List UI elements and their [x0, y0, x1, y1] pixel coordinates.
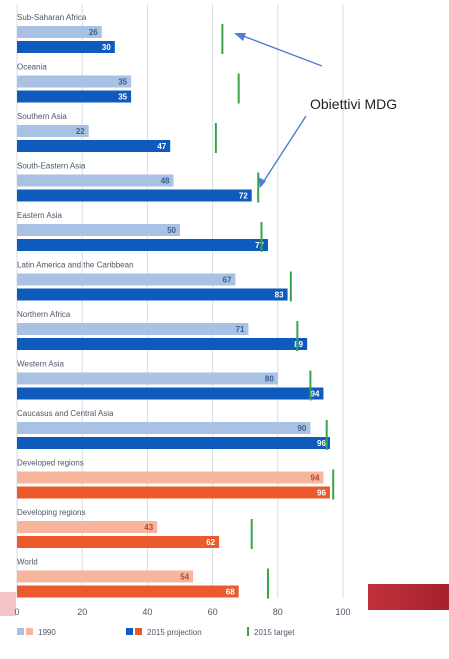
bar-2015-value: 89	[294, 340, 303, 349]
bar-1990-value: 22	[76, 127, 85, 136]
bar-2015-value: 83	[275, 291, 284, 300]
bar-1990-value: 26	[89, 28, 98, 37]
category-label: World	[17, 558, 38, 567]
bar-2015-projection	[17, 338, 308, 350]
bar-2015-projection	[17, 239, 269, 251]
bar-1990-value: 54	[180, 573, 189, 582]
bar-1990	[17, 224, 180, 236]
bar-1990-value: 50	[167, 226, 176, 235]
x-tick-label: 40	[142, 607, 152, 617]
annotation-arrowhead	[234, 33, 246, 41]
bar-2015-value: 72	[239, 192, 248, 201]
bar-2015-value: 94	[311, 390, 320, 399]
annotation-arrow	[261, 115, 307, 185]
bar-2015-value: 68	[226, 588, 235, 597]
bar-1990-value: 67	[223, 276, 232, 285]
category-label: Southern Asia	[17, 112, 67, 121]
decorative-red-band	[368, 584, 449, 610]
x-tick-label: 0	[14, 607, 19, 617]
category-label: Northern Africa	[17, 310, 71, 319]
legend-swatch-1990-regional	[17, 628, 24, 635]
bar-1990	[17, 174, 174, 187]
category-label: Western Asia	[17, 360, 65, 369]
bar-2015-value: 62	[206, 538, 215, 547]
bar-1990-value: 94	[311, 474, 320, 483]
bar-1990	[17, 125, 89, 137]
bar-1990-value: 35	[118, 78, 127, 87]
bar-1990	[17, 26, 102, 38]
bar-1990-value: 90	[297, 424, 306, 433]
bar-2015-value: 47	[157, 142, 166, 151]
category-label: Sub-Saharan Africa	[17, 13, 87, 22]
category-label: Oceania	[17, 63, 47, 72]
legend-swatch-1990-aggregate	[26, 628, 33, 635]
bar-2015-projection	[17, 486, 330, 499]
category-label: Latin America and the Caribbean	[17, 261, 134, 270]
bar-1990	[17, 570, 194, 583]
chart-x-axis: 0 20 40 60 80 100	[14, 607, 350, 617]
annotation-label: Obiettivi MDG	[310, 96, 397, 112]
bar-2015-value: 35	[118, 93, 127, 102]
annotation-arrowhead	[258, 177, 266, 188]
bar-2015-projection	[17, 288, 288, 301]
bar-2015-projection	[17, 536, 220, 548]
legend-swatch-2015-aggregate	[135, 628, 142, 635]
category-label: Developing regions	[17, 508, 86, 517]
category-label: Caucasus and Central Asia	[17, 409, 114, 418]
bar-1990-value: 71	[236, 325, 245, 334]
x-tick-label: 80	[273, 607, 283, 617]
legend-label-target: 2015 target	[254, 628, 295, 637]
legend-label-2015-projection: 2015 projection	[147, 628, 202, 637]
bar-1990	[17, 471, 324, 484]
bar-2015-projection	[17, 90, 132, 103]
bar-1990	[17, 372, 278, 385]
bar-1990-value: 80	[265, 375, 274, 384]
x-tick-label: 20	[77, 607, 87, 617]
bar-2015-value: 30	[102, 43, 111, 52]
category-label: South-Eastern Asia	[17, 162, 86, 171]
legend-swatch-2015-regional	[126, 628, 133, 635]
bar-1990	[17, 75, 132, 88]
category-label: Eastern Asia	[17, 211, 62, 220]
bar-2015-projection	[17, 140, 171, 152]
bar-2015-value: 96	[317, 439, 326, 448]
annotation-arrow	[237, 33, 323, 67]
bar-1990	[17, 323, 249, 335]
decorative-pink-band	[0, 592, 16, 616]
bar-2015-projection	[17, 387, 324, 400]
bar-1990-value: 43	[144, 523, 153, 532]
bar-1990	[17, 422, 311, 434]
x-tick-label: 60	[208, 607, 218, 617]
bar-1990-value: 48	[161, 177, 170, 186]
x-tick-label: 100	[335, 607, 350, 617]
chart-legend: 1990 2015 projection 2015 target	[17, 627, 295, 637]
bar-2015-projection	[17, 41, 115, 53]
bar-2015-value: 77	[255, 241, 264, 250]
bar-2015-projection	[17, 189, 252, 202]
bar-2015-projection	[17, 437, 330, 449]
bar-1990	[17, 521, 158, 533]
chart-annotation: Obiettivi MDG	[234, 33, 397, 188]
bar-2015-projection	[17, 585, 239, 598]
bar-2015-value: 96	[317, 489, 326, 498]
category-label: Developed regions	[17, 459, 84, 468]
chart-gridlines	[16, 4, 344, 598]
legend-label-1990: 1990	[38, 628, 56, 637]
bar-1990	[17, 273, 236, 286]
